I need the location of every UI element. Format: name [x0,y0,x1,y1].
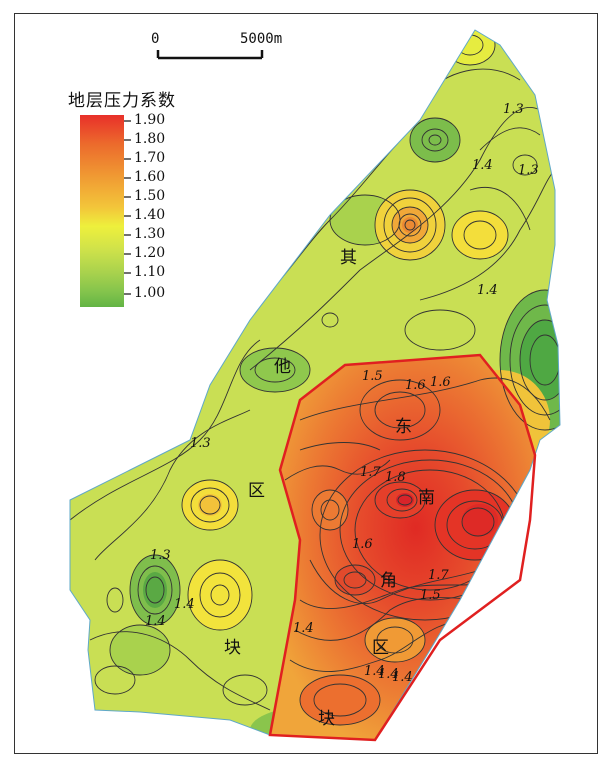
contour-label: 1.4 [364,664,385,679]
zone-label-char: 区 [372,638,389,658]
contour-label: 1.3 [190,436,211,451]
contour-label: 1.3 [150,548,171,563]
contour-label: 1.7 [360,465,381,480]
scale-end-label: 5000m [240,31,283,47]
zone-label-char: 他 [274,357,291,377]
contour-label: 1.4 [472,158,493,173]
zone-label-char: 南 [418,488,435,508]
contour-label: 1.6 [430,375,451,390]
legend-tick: 1.50 [134,188,166,204]
zone-label-char: 块 [224,638,241,658]
zone-label-char: 角 [380,571,397,591]
legend-tick: 1.30 [134,226,166,242]
contour-label: 1.4 [477,283,498,298]
zone-label-char: 东 [395,417,412,437]
legend-tick: 1.40 [134,207,166,223]
legend-tick: 1.80 [134,131,166,147]
contour-label: 1.6 [405,378,426,393]
contour-label: 1.3 [503,102,524,117]
contour-label: 1.4 [174,597,195,612]
southeast-block-fill [270,355,535,740]
legend-tick: 1.10 [134,264,166,280]
zone-label-char: 区 [248,481,265,501]
contour-label: 1.7 [428,568,449,583]
legend-title: 地层压力系数 [68,91,176,111]
zone-label-char: 其 [340,248,357,268]
contour-label: 1.6 [352,537,373,552]
legend-tick: 1.60 [134,169,166,185]
legend-ticks [124,120,131,295]
contour-label: 1.8 [385,470,406,485]
legend-color-bar [80,115,124,307]
contour-label: 1.5 [420,588,441,603]
zone-label-char: 块 [318,709,335,729]
legend-tick: 1.00 [134,285,166,301]
legend-tick: 1.70 [134,150,166,166]
contour-label: 1.4 [293,621,314,636]
contour-label: 1.4 [378,667,399,682]
southeast-block-boundary [268,353,537,742]
legend-tick: 1.90 [134,112,166,128]
contour-label: 1.5 [362,369,383,384]
scale-start-label: 0 [151,31,160,47]
legend-tick: 1.20 [134,245,166,261]
contour-label: 1.4 [145,614,166,629]
scale-bar [156,50,264,60]
map-boundary [69,29,561,741]
contour-label: 1.3 [518,163,539,178]
contour-label: 1.4 [392,670,413,685]
